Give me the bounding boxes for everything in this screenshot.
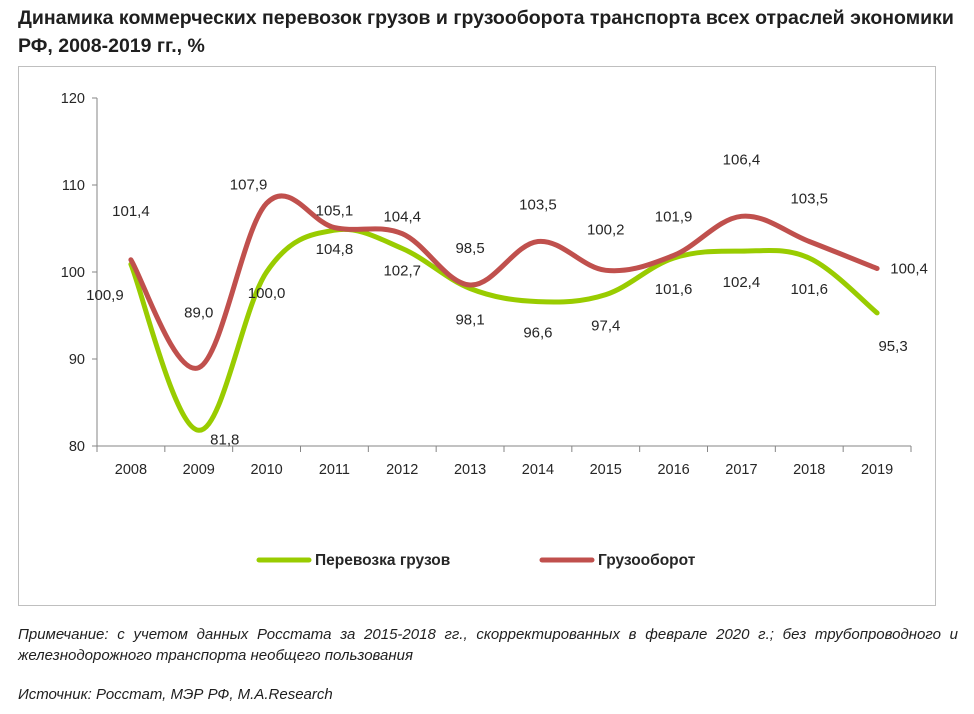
data-label-turnover: 103,5 bbox=[519, 197, 557, 214]
x-tick-label: 2017 bbox=[725, 462, 757, 478]
data-label-freight: 96,6 bbox=[523, 325, 552, 342]
line-chart: 80 90 100 110 120 2008 2009 2010 2011 2012 2013 201… bbox=[61, 91, 928, 569]
x-tick-label: 2015 bbox=[590, 462, 622, 478]
x-tick-label: 2013 bbox=[454, 462, 486, 478]
data-label-freight: 95,3 bbox=[878, 338, 907, 355]
data-label-freight: 98,1 bbox=[455, 312, 484, 329]
chart-title: Динамика коммерческих перевозок грузов и… bbox=[18, 7, 954, 57]
chart-area: 80 90 100 110 120 2008 2009 2010 2011 2012 2013 201… bbox=[18, 66, 936, 606]
data-label-freight: 97,4 bbox=[591, 318, 620, 335]
data-label-freight: 102,7 bbox=[383, 263, 421, 280]
series-line-turnover bbox=[128, 193, 880, 371]
data-label-freight: 100,9 bbox=[86, 287, 124, 304]
data-label-turnover: 98,5 bbox=[455, 240, 484, 257]
x-tick-label: 2016 bbox=[657, 462, 689, 478]
chart-source: Источник: Росстат, МЭР РФ, M.A.Research bbox=[18, 686, 333, 703]
data-label-freight: 101,6 bbox=[655, 281, 693, 298]
y-tick-label: 120 bbox=[61, 91, 85, 107]
x-tick-label: 2009 bbox=[183, 462, 215, 478]
y-tick-label: 80 bbox=[69, 439, 85, 455]
data-label-freight: 81,8 bbox=[210, 431, 239, 448]
x-tick-label: 2014 bbox=[522, 462, 554, 478]
x-tick-label: 2010 bbox=[250, 462, 282, 478]
data-label-turnover: 104,4 bbox=[383, 209, 421, 226]
x-tick-label: 2008 bbox=[115, 462, 147, 478]
data-label-freight: 100,0 bbox=[248, 285, 286, 302]
x-tick-label: 2011 bbox=[319, 462, 350, 478]
x-tick-label: 2019 bbox=[861, 462, 893, 478]
data-label-turnover: 107,9 bbox=[230, 176, 268, 193]
legend-label-turnover: Грузооборот bbox=[598, 552, 696, 569]
x-tick-label: 2012 bbox=[386, 462, 418, 478]
data-label-turnover: 101,9 bbox=[655, 208, 693, 225]
data-label-turnover: 106,4 bbox=[723, 151, 761, 168]
data-label-freight: 104,8 bbox=[316, 241, 354, 258]
y-tick-label: 110 bbox=[62, 178, 85, 194]
y-tick-label: 90 bbox=[69, 352, 85, 368]
data-label-turnover: 100,4 bbox=[890, 261, 928, 278]
legend-label-freight: Перевозка грузов bbox=[315, 552, 450, 569]
data-label-freight: 102,4 bbox=[723, 274, 761, 291]
chart-note: Примечание: с учетом данных Росстата за … bbox=[18, 626, 958, 664]
y-tick-label: 100 bbox=[61, 265, 85, 281]
data-label-turnover: 105,1 bbox=[316, 203, 354, 220]
series-line-freight bbox=[128, 226, 880, 433]
data-label-turnover: 100,2 bbox=[587, 221, 625, 238]
data-label-turnover: 101,4 bbox=[112, 203, 150, 220]
x-tick-label: 2018 bbox=[793, 462, 825, 478]
data-label-turnover: 103,5 bbox=[790, 191, 828, 208]
data-label-freight: 101,6 bbox=[790, 281, 828, 298]
data-label-turnover: 89,0 bbox=[184, 305, 213, 322]
